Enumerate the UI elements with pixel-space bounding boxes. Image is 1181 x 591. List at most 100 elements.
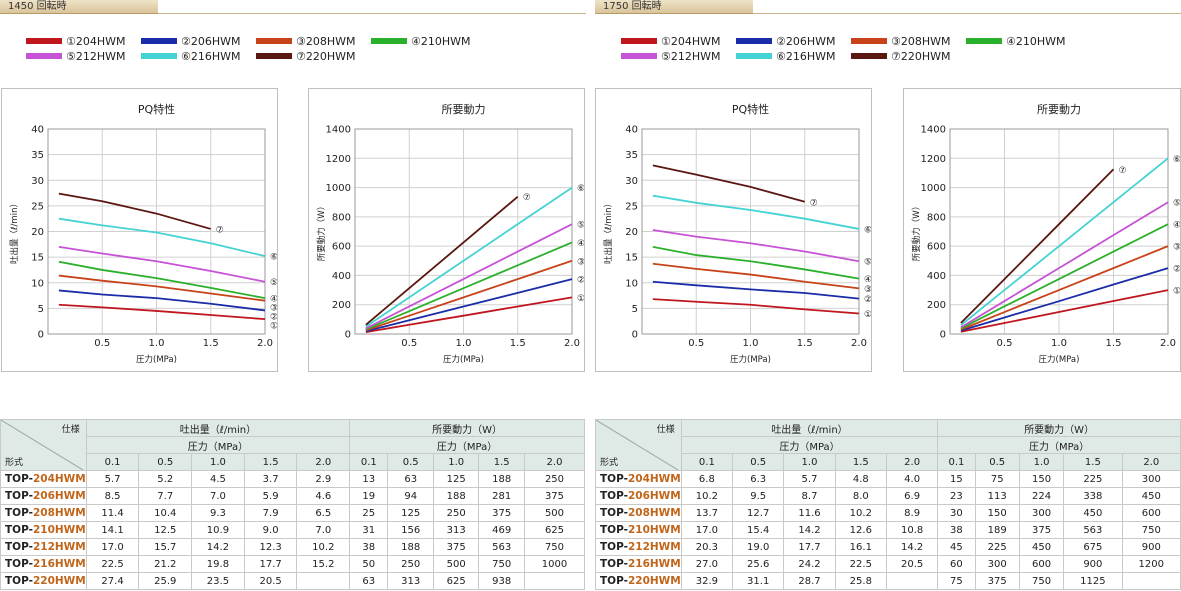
power-value: 300 — [1018, 504, 1065, 522]
model-name: TOP-216HWM — [595, 555, 682, 573]
power-value: 63 — [387, 470, 434, 488]
model-suffix: 210HWM — [32, 524, 86, 536]
y-axis-label: 所要動力（W） — [316, 202, 327, 261]
y-tick-label: 40 — [31, 125, 44, 136]
legend-swatch — [851, 38, 887, 44]
pressure-header: 圧力（MPa） — [937, 436, 1181, 454]
legend-swatch — [736, 53, 772, 59]
legend-entry: ①204HWM — [621, 35, 721, 49]
series-line — [960, 267, 1169, 332]
flow-value: 5.9 — [243, 487, 298, 505]
power-value: 900 — [1063, 555, 1123, 573]
series-line — [58, 245, 266, 283]
series-end-marker: ⑦ — [216, 225, 224, 235]
table-row: TOP-216HWM 22.5 21.2 19.8 17.7 15.2 50 250 500 75… — [0, 555, 586, 573]
power-value: 125 — [387, 504, 434, 522]
flow-value: 32.9 — [680, 572, 734, 590]
flow-value: 14.2 — [783, 521, 836, 539]
series-line — [365, 296, 573, 333]
flow-value: 15.2 — [296, 555, 351, 573]
flow-value: 7.9 — [243, 504, 298, 522]
flow-value: 31.1 — [732, 572, 785, 590]
y-tick-label: 600 — [927, 242, 946, 253]
legend-label: ①204HWM — [661, 35, 721, 48]
power-value: 38 — [937, 521, 976, 539]
flow-value: 7.0 — [191, 487, 245, 505]
model-prefix: TOP- — [5, 473, 33, 485]
power-value: 313 — [432, 521, 480, 539]
series-line — [652, 164, 805, 203]
legend-swatch — [371, 38, 407, 44]
series-line — [365, 223, 573, 330]
series-end-marker: ④ — [864, 275, 871, 285]
series-line — [58, 274, 266, 302]
tab-divider — [753, 13, 1181, 14]
model-prefix: TOP- — [5, 507, 33, 519]
panel-tab: 1450 回転時 — [0, 0, 158, 14]
table-row: TOP-212HWM 20.3 19.0 17.7 16.1 14.2 45 225 450 67… — [595, 538, 1181, 556]
series-line — [652, 229, 860, 263]
flow-value: 13.7 — [680, 504, 734, 522]
power-value: 30 — [937, 504, 976, 522]
model-prefix: TOP- — [600, 524, 628, 536]
model-name: TOP-210HWM — [595, 521, 682, 539]
legend-entry: ①204HWM — [26, 35, 126, 49]
series-end-marker: ② — [864, 295, 871, 305]
x-axis-label: 圧力(MPa) — [730, 354, 771, 365]
legend-swatch — [851, 53, 887, 59]
model-name: TOP-212HWM — [0, 538, 87, 556]
legend-label: ②206HWM — [181, 35, 241, 48]
legend-swatch — [256, 38, 292, 44]
pressure-value: 1.0 — [191, 453, 245, 471]
power-value: 500 — [523, 504, 586, 522]
legend-label: ①204HWM — [66, 35, 126, 48]
flow-value: 10.2 — [680, 487, 734, 505]
chart-title: 所要動力 — [442, 102, 486, 116]
flow-value: 23.5 — [191, 572, 245, 590]
x-tick-label: 2.0 — [257, 338, 273, 349]
pressure-value: 0.1 — [85, 453, 140, 471]
pressure-header: 圧力（MPa） — [85, 436, 351, 454]
series-line — [58, 192, 211, 230]
model-suffix: 216HWM — [627, 558, 681, 570]
legend-swatch — [141, 53, 177, 59]
flow-value: 8.0 — [834, 487, 887, 505]
y-tick-label: 30 — [31, 176, 44, 187]
x-tick-label: 0.5 — [688, 338, 704, 349]
series-end-marker: ① — [1173, 287, 1180, 297]
series-line — [960, 168, 1115, 324]
flow-value: 14.1 — [85, 521, 140, 539]
legend-entry: ②206HWM — [736, 35, 836, 49]
series-line — [652, 194, 860, 230]
model-suffix: 204HWM — [627, 473, 681, 485]
pressure-value: 0.5 — [974, 453, 1020, 471]
series-end-marker: ④ — [270, 295, 277, 305]
flow-header: 吐出量（ℓ/min） — [85, 419, 351, 437]
legend-swatch — [26, 53, 62, 59]
flow-value: 14.2 — [191, 538, 245, 556]
power-value: 63 — [349, 572, 389, 590]
flow-value: 20.3 — [680, 538, 734, 556]
model-prefix: TOP- — [5, 541, 33, 553]
model-prefix: TOP- — [600, 558, 628, 570]
series-line — [960, 223, 1169, 330]
series-end-marker: ⑤ — [270, 278, 277, 288]
y-tick-label: 40 — [625, 125, 638, 136]
flow-value: 17.0 — [85, 538, 140, 556]
flow-value: 25.6 — [732, 555, 785, 573]
pressure-value: 2.0 — [523, 453, 586, 471]
flow-value: 19.0 — [732, 538, 785, 556]
panel-tab: 1750 回転時 — [595, 0, 753, 14]
legend-swatch — [966, 38, 1002, 44]
power-value: 450 — [1121, 487, 1181, 505]
series-end-marker: ③ — [577, 257, 584, 267]
model-suffix: 210HWM — [627, 524, 681, 536]
y-tick-label: 15 — [31, 253, 44, 264]
power-value: 375 — [1018, 521, 1065, 539]
power-value: 23 — [937, 487, 976, 505]
model-prefix: TOP- — [600, 575, 628, 587]
series-end-marker: ④ — [577, 239, 584, 249]
x-tick-label: 1.5 — [797, 338, 813, 349]
flow-value: 25.9 — [138, 572, 193, 590]
power-value: 1000 — [523, 555, 586, 573]
